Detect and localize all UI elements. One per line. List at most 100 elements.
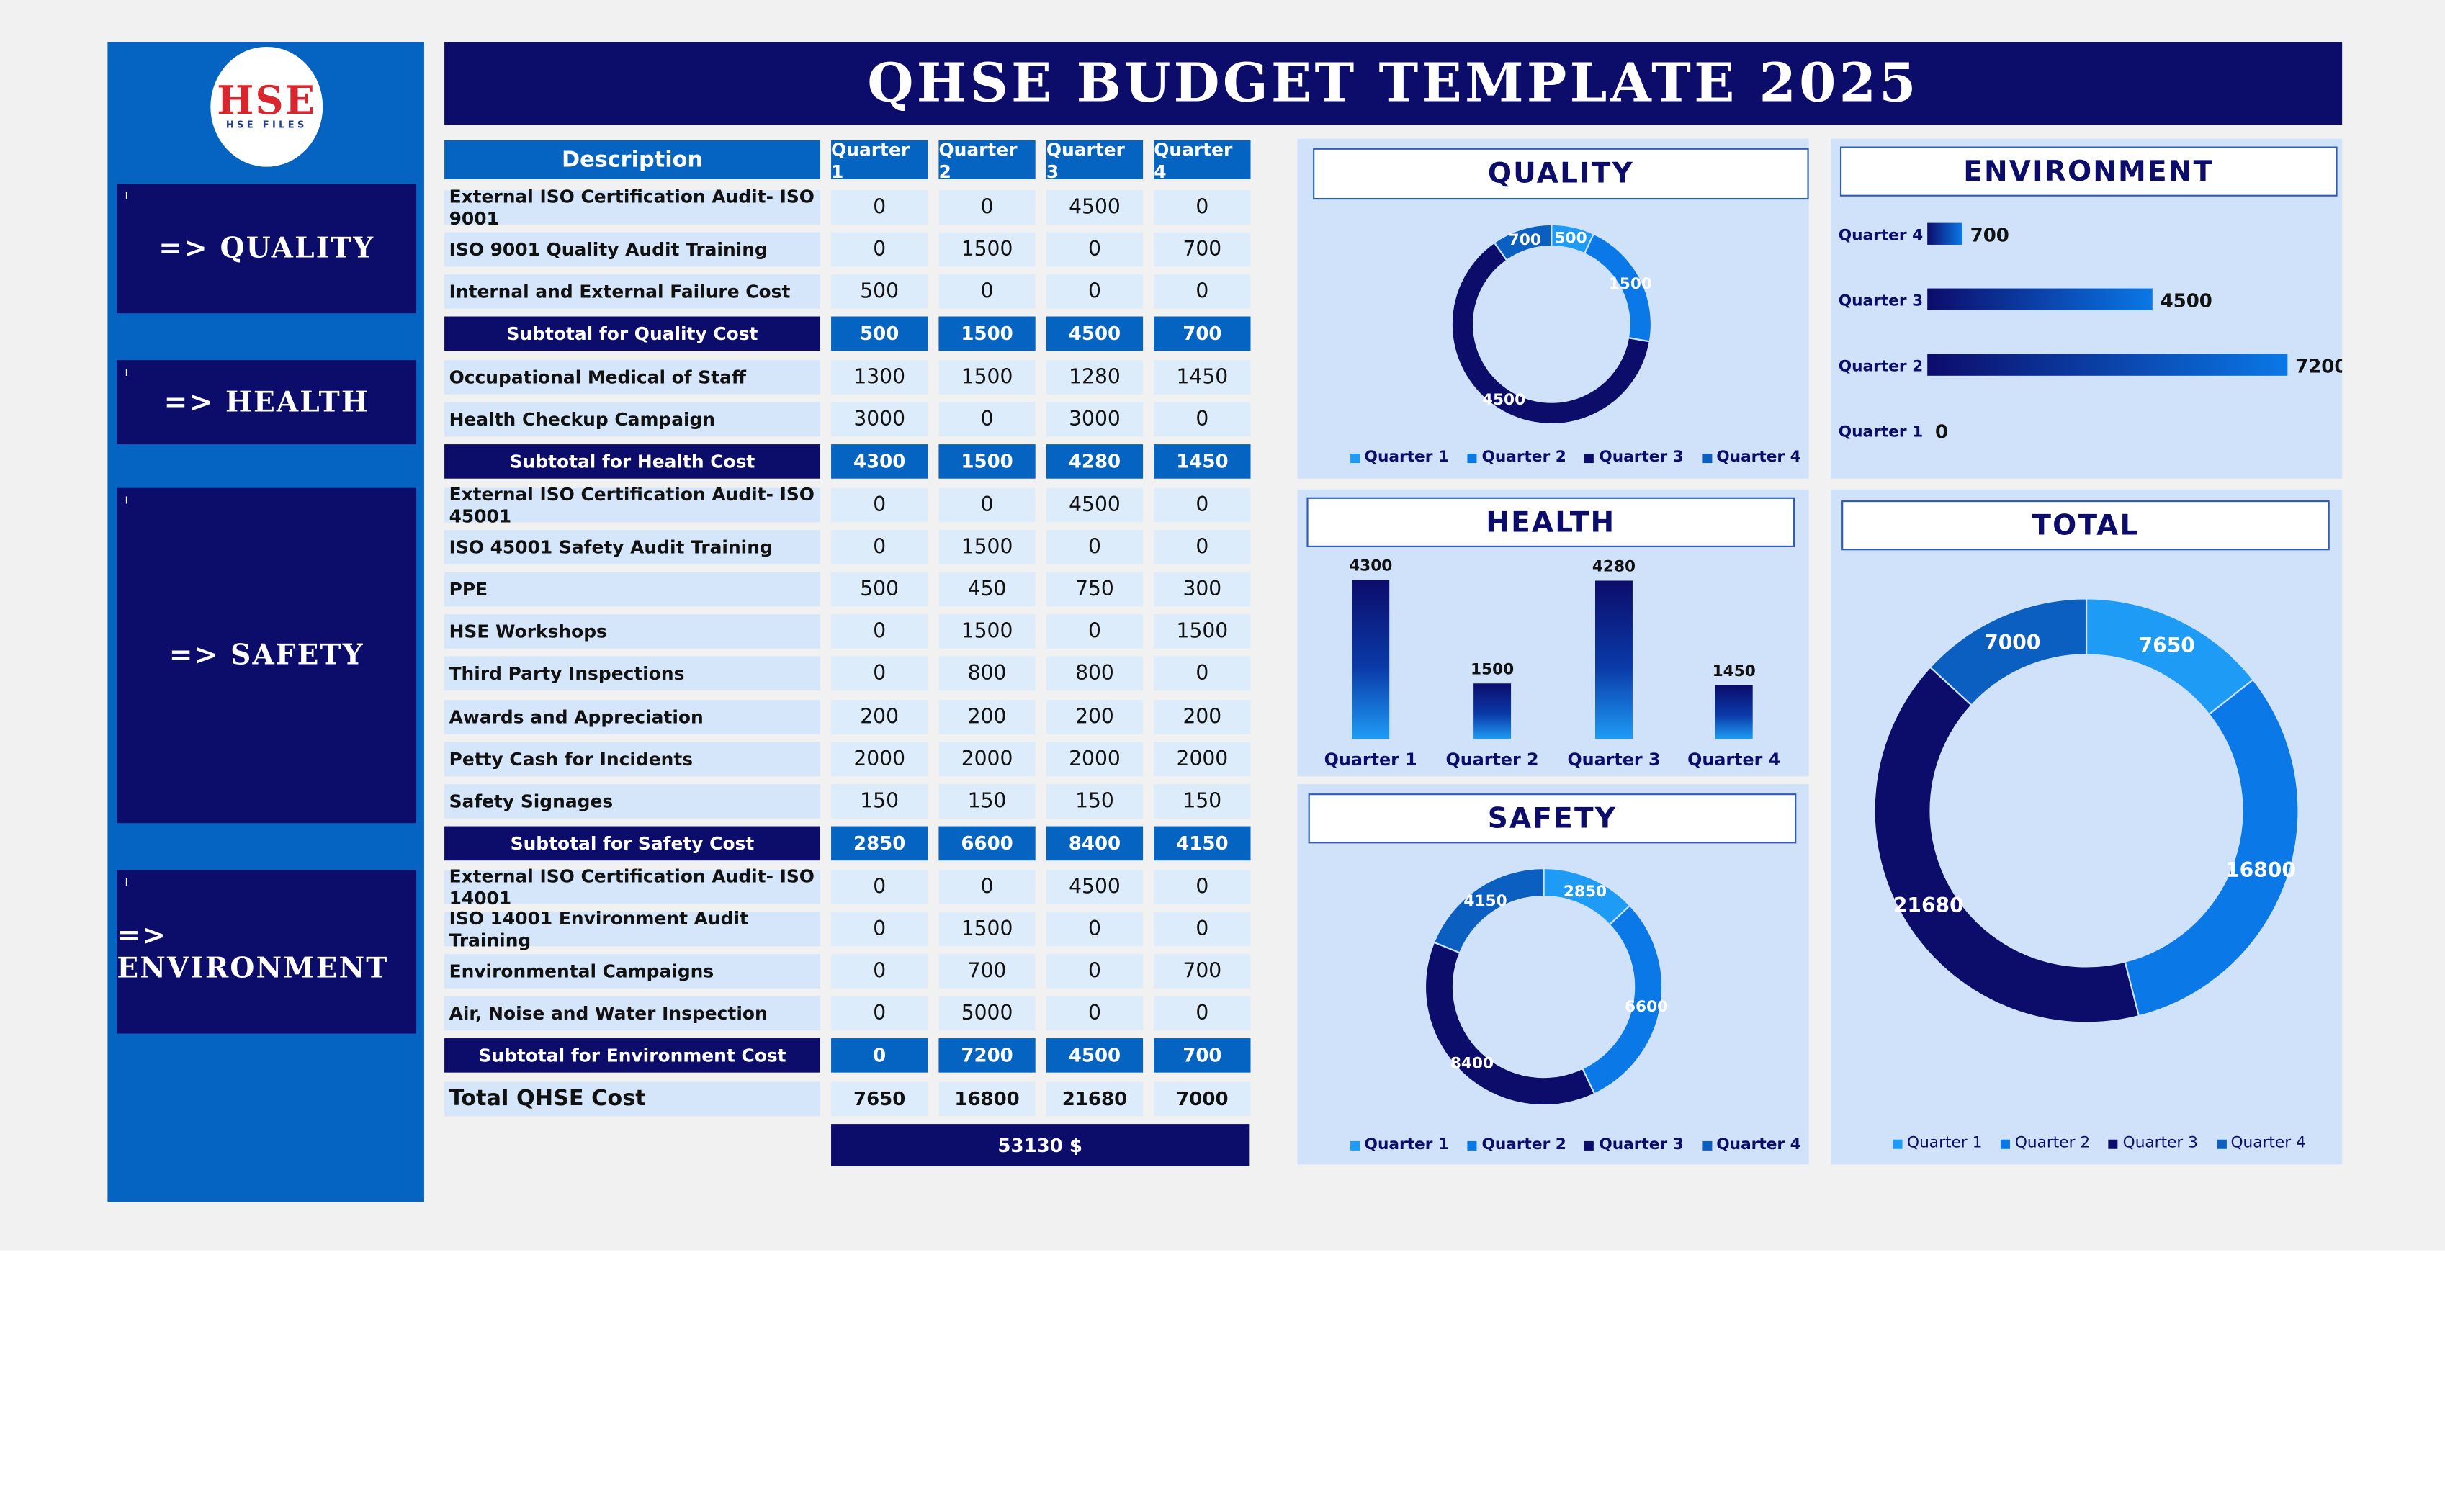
legend-item-q4: Quarter 4: [2216, 1135, 2306, 1152]
table-cell-q2[interactable]: 1500: [938, 232, 1036, 267]
table-cell-q1[interactable]: 200: [831, 700, 928, 734]
table-cell-q1[interactable]: 0: [831, 912, 928, 947]
legend-swatch: [1350, 452, 1360, 462]
table-cell-q1[interactable]: 0: [831, 190, 928, 225]
table-cell-q4[interactable]: 0: [1154, 274, 1251, 309]
table-cell-q2[interactable]: 800: [938, 656, 1036, 691]
donut-label-q4: 700: [1509, 231, 1541, 249]
table-cell-q4[interactable]: 2000: [1154, 742, 1251, 777]
table-cell-q2[interactable]: 700: [938, 954, 1036, 989]
total-donut-chart: 7650 16800 21680 7000: [1873, 598, 2300, 1024]
legend-label: Quarter 2: [1481, 449, 1566, 467]
table-cell-q3[interactable]: 750: [1046, 572, 1144, 607]
table-cell-q2[interactable]: 5000: [938, 996, 1036, 1031]
table-cell-q2[interactable]: 0: [938, 402, 1036, 437]
legend-label: Quarter 3: [1599, 449, 1684, 467]
env-value-label: 7200: [2295, 356, 2342, 377]
table-cell-q3[interactable]: 4500: [1046, 487, 1144, 523]
donut-slice-q2: [2124, 678, 2300, 1017]
table-cell-q4[interactable]: 700: [1154, 232, 1251, 267]
table-cell-q4[interactable]: 0: [1154, 996, 1251, 1031]
table-cell-q3[interactable]: 3000: [1046, 402, 1144, 437]
table-cell-q1[interactable]: 0: [831, 996, 928, 1031]
total-chart-title: TOTAL: [1841, 500, 2330, 551]
table-cell-q1[interactable]: 0: [831, 614, 928, 649]
health-bar-q4: [1715, 685, 1753, 739]
table-cell-q4[interactable]: 300: [1154, 572, 1251, 607]
table-cell-q4[interactable]: 0: [1154, 487, 1251, 523]
legend-swatch: [1467, 452, 1477, 462]
table-cell-q3[interactable]: 800: [1046, 656, 1144, 691]
table-cell-q3[interactable]: 0: [1046, 530, 1144, 564]
table-cell-q1[interactable]: 3000: [831, 402, 928, 437]
table-cell-q1[interactable]: 500: [831, 572, 928, 607]
nav-button-health[interactable]: ı => HEALTH: [117, 360, 417, 445]
table-cell-q1[interactable]: 150: [831, 784, 928, 819]
donut-slice-q4: [1929, 598, 2088, 706]
table-cell-q4[interactable]: 700: [1154, 954, 1251, 989]
table-cell-q2[interactable]: 1500: [938, 360, 1036, 395]
table-cell-q1[interactable]: 500: [831, 274, 928, 309]
legend-swatch: [1350, 1140, 1360, 1150]
table-cell-q3[interactable]: 0: [1046, 232, 1144, 267]
subtotal-row-label: Subtotal for Safety Cost: [444, 826, 820, 861]
table-cell-q3[interactable]: 1280: [1046, 360, 1144, 395]
table-cell-q4[interactable]: 0: [1154, 190, 1251, 225]
table-cell-q1[interactable]: 2000: [831, 742, 928, 777]
subtotal-row-label: Subtotal for Environment Cost: [444, 1038, 820, 1073]
table-cell-q2[interactable]: 0: [938, 274, 1036, 309]
table-cell-q3[interactable]: 0: [1046, 954, 1144, 989]
table-cell-q3[interactable]: 200: [1046, 700, 1144, 734]
table-cell-q2[interactable]: 1500: [938, 530, 1036, 564]
table-cell-q4[interactable]: 0: [1154, 402, 1251, 437]
table-cell-q4[interactable]: 0: [1154, 656, 1251, 691]
table-cell-q2[interactable]: 150: [938, 784, 1036, 819]
table-cell-q4[interactable]: 1500: [1154, 614, 1251, 649]
table-cell-q3[interactable]: 4500: [1046, 870, 1144, 904]
table-cell-q4[interactable]: 150: [1154, 784, 1251, 819]
table-cell-q2[interactable]: 0: [938, 870, 1036, 904]
table-cell-q2[interactable]: 0: [938, 190, 1036, 225]
table-cell-q2[interactable]: 1500: [938, 614, 1036, 649]
table-cell-q3: 8400: [1046, 826, 1144, 861]
env-category-label: Quarter 3: [1839, 292, 1923, 310]
table-cell-q4[interactable]: 0: [1154, 912, 1251, 947]
table-cell-q4[interactable]: 0: [1154, 530, 1251, 564]
legend-item-q2: Quarter 2: [2001, 1135, 2090, 1152]
table-cell-q3[interactable]: 0: [1046, 614, 1144, 649]
legend-item-q1: Quarter 1: [1350, 449, 1449, 466]
table-cell-q1[interactable]: 1300: [831, 360, 928, 395]
table-cell-q4[interactable]: 1450: [1154, 360, 1251, 395]
table-cell-q1[interactable]: 0: [831, 870, 928, 904]
legend-label: Quarter 4: [1716, 449, 1801, 467]
table-cell-q2[interactable]: 1500: [938, 912, 1036, 947]
table-cell-q2[interactable]: 200: [938, 700, 1036, 734]
table-cell-q2[interactable]: 0: [938, 487, 1036, 523]
table-cell-q4[interactable]: 200: [1154, 700, 1251, 734]
legend-item-q3: Quarter 3: [1584, 1136, 1684, 1153]
table-cell-q4: 4150: [1154, 826, 1251, 861]
table-cell-q3[interactable]: 150: [1046, 784, 1144, 819]
table-cell-q3[interactable]: 0: [1046, 274, 1144, 309]
health-value-label: 4300: [1349, 557, 1392, 575]
env-category-label: Quarter 4: [1839, 226, 1923, 244]
table-cell-q3[interactable]: 0: [1046, 996, 1144, 1031]
legend-label: Quarter 2: [1481, 1136, 1566, 1154]
table-cell-q1[interactable]: 0: [831, 954, 928, 989]
table-cell-q3[interactable]: 0: [1046, 912, 1144, 947]
table-cell-q2[interactable]: 450: [938, 572, 1036, 607]
table-cell-q2[interactable]: 2000: [938, 742, 1036, 777]
table-cell-q3[interactable]: 4500: [1046, 190, 1144, 225]
table-cell-q1[interactable]: 0: [831, 656, 928, 691]
table-cell-q4[interactable]: 0: [1154, 870, 1251, 904]
header-quarter-2: Quarter 2: [938, 138, 1036, 181]
nav-button-safety[interactable]: ı => SAFETY: [117, 487, 417, 824]
table-row-label: Health Checkup Campaign: [444, 402, 820, 437]
table-cell-q3[interactable]: 2000: [1046, 742, 1144, 777]
nav-button-environment[interactable]: ı => ENVIRONMENT: [117, 870, 417, 1034]
table-cell-q1[interactable]: 0: [831, 530, 928, 564]
nav-button-quality[interactable]: ı => QUALITY: [117, 184, 417, 314]
table-cell-q1[interactable]: 0: [831, 487, 928, 523]
table-cell-q1[interactable]: 0: [831, 232, 928, 267]
